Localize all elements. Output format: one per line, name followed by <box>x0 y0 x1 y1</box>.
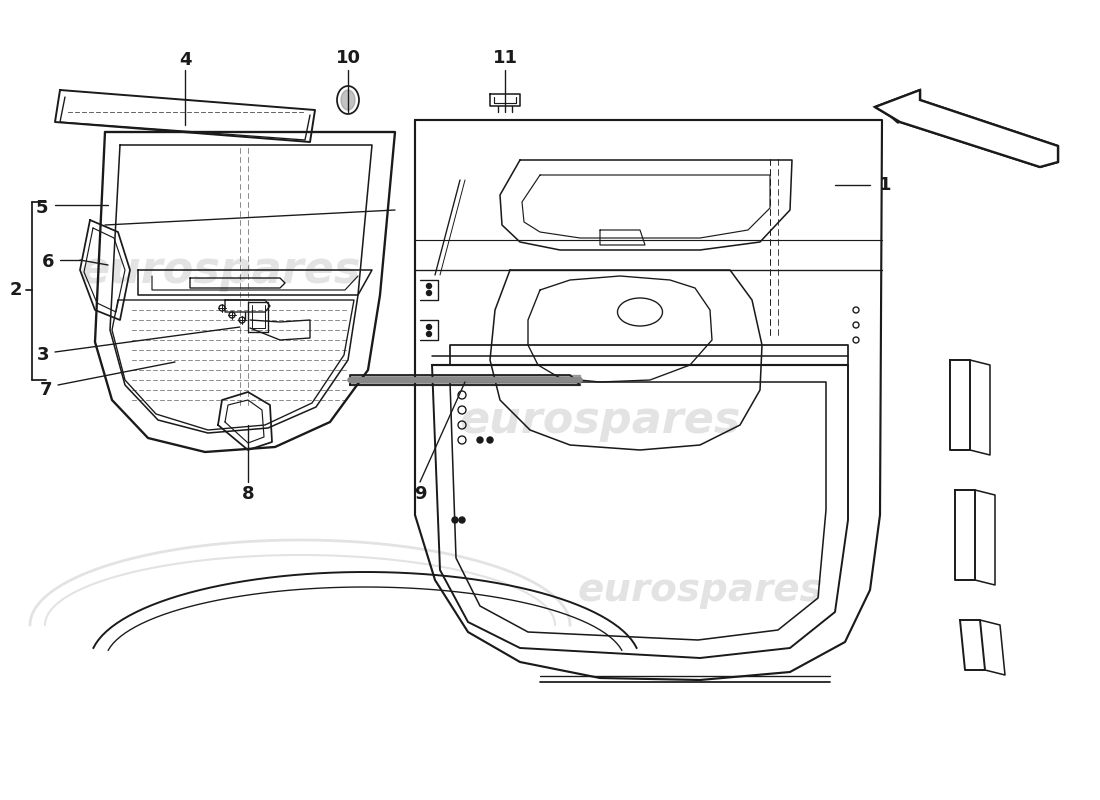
Circle shape <box>427 331 431 337</box>
Circle shape <box>459 517 465 523</box>
Bar <box>350 375 580 385</box>
Text: 2: 2 <box>10 281 22 299</box>
Circle shape <box>477 437 483 443</box>
Circle shape <box>487 437 493 443</box>
Text: 6: 6 <box>42 253 54 271</box>
Text: 3: 3 <box>36 346 50 364</box>
Circle shape <box>427 290 431 295</box>
Text: 8: 8 <box>242 485 254 503</box>
Text: 4: 4 <box>178 51 191 69</box>
Text: eurospares: eurospares <box>79 249 361 291</box>
Text: eurospares: eurospares <box>578 571 823 609</box>
Text: eurospares: eurospares <box>460 398 740 442</box>
Text: 9: 9 <box>414 485 427 503</box>
Text: 5: 5 <box>35 199 48 217</box>
Circle shape <box>427 325 431 330</box>
Polygon shape <box>874 90 1058 167</box>
Text: 1: 1 <box>879 176 891 194</box>
Text: 10: 10 <box>336 49 361 67</box>
Text: 7: 7 <box>40 381 53 399</box>
Text: 11: 11 <box>493 49 517 67</box>
Circle shape <box>452 517 458 523</box>
Circle shape <box>427 283 431 289</box>
Ellipse shape <box>341 90 355 110</box>
